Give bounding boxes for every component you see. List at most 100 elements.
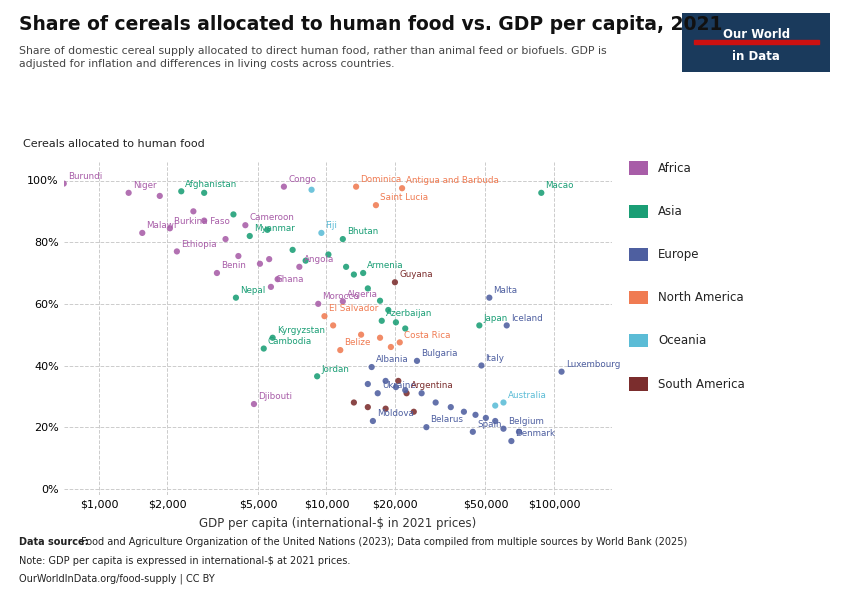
Point xyxy=(264,282,278,292)
Point xyxy=(489,401,502,410)
Point xyxy=(354,330,368,340)
Bar xyxy=(694,40,819,44)
Point xyxy=(513,427,526,437)
Point xyxy=(122,188,135,197)
Point xyxy=(321,250,335,259)
Text: Belgium: Belgium xyxy=(507,417,543,426)
Text: Belize: Belize xyxy=(344,338,371,347)
Text: Antigua and Barbuda: Antigua and Barbuda xyxy=(406,176,499,185)
Point xyxy=(266,333,280,343)
Point xyxy=(310,371,324,381)
Text: Europe: Europe xyxy=(658,248,700,261)
Text: Costa Rica: Costa Rica xyxy=(404,331,451,340)
Point xyxy=(277,182,291,191)
Point xyxy=(483,293,496,302)
Point xyxy=(349,182,363,191)
Text: Benin: Benin xyxy=(221,261,246,270)
Point xyxy=(379,404,393,413)
Text: Note: GDP per capita is expressed in international-$ at 2021 prices.: Note: GDP per capita is expressed in int… xyxy=(19,556,350,566)
Point xyxy=(231,251,245,261)
Point xyxy=(257,344,270,353)
Point xyxy=(400,388,413,398)
Point xyxy=(466,427,479,437)
Text: Djibouti: Djibouti xyxy=(258,392,292,401)
Text: Armenia: Armenia xyxy=(367,261,404,270)
Point xyxy=(311,299,325,308)
Text: Cameroon: Cameroon xyxy=(250,214,294,223)
Text: Guyana: Guyana xyxy=(400,271,433,280)
Point xyxy=(473,320,486,330)
Text: Luxembourg: Luxembourg xyxy=(566,360,620,369)
Text: Belarus: Belarus xyxy=(431,415,463,424)
Point xyxy=(57,179,71,188)
Point xyxy=(399,385,412,395)
Text: Bulgaria: Bulgaria xyxy=(421,349,457,358)
Point xyxy=(153,191,167,201)
Text: Algeria: Algeria xyxy=(347,290,378,299)
Text: Morocco: Morocco xyxy=(322,292,360,301)
Text: Bhutan: Bhutan xyxy=(347,227,378,236)
Point xyxy=(361,379,375,389)
Point xyxy=(314,228,328,238)
Point xyxy=(187,206,201,216)
Point xyxy=(496,398,510,407)
Text: Congo: Congo xyxy=(288,175,316,184)
Point xyxy=(457,407,471,416)
Point xyxy=(373,333,387,343)
Point xyxy=(500,320,513,330)
Text: Asia: Asia xyxy=(658,205,683,218)
Point xyxy=(336,296,349,306)
Point xyxy=(174,187,188,196)
Text: Fiji: Fiji xyxy=(326,221,337,230)
Text: Dominica: Dominica xyxy=(360,175,401,184)
Point xyxy=(384,342,398,352)
Point xyxy=(243,231,257,241)
Text: Share of cereals allocated to human food vs. GDP per capita, 2021: Share of cereals allocated to human food… xyxy=(19,15,722,34)
Point xyxy=(361,403,375,412)
Point xyxy=(468,410,482,419)
Text: El Salvador: El Salvador xyxy=(329,304,378,313)
Point xyxy=(489,416,502,426)
Point xyxy=(479,413,493,423)
Point xyxy=(415,388,428,398)
Point xyxy=(365,362,378,372)
Point xyxy=(286,245,299,254)
Text: Afghanistan: Afghanistan xyxy=(185,179,238,188)
Point xyxy=(263,254,276,264)
Text: Angola: Angola xyxy=(303,255,334,264)
Point xyxy=(375,316,388,326)
Point xyxy=(318,311,332,321)
Text: Australia: Australia xyxy=(507,391,547,400)
Point xyxy=(336,234,349,244)
Text: Azerbaijan: Azerbaijan xyxy=(386,309,433,318)
Point xyxy=(392,376,405,386)
Text: Burkina Faso: Burkina Faso xyxy=(174,217,230,226)
Text: Ghana: Ghana xyxy=(275,275,303,284)
Point xyxy=(420,422,434,432)
Text: Malawi: Malawi xyxy=(146,221,177,230)
Text: Kyrgyzstan: Kyrgyzstan xyxy=(277,326,325,335)
Point xyxy=(535,188,548,197)
Point xyxy=(399,324,412,334)
Text: Macao: Macao xyxy=(546,181,574,190)
Text: Japan: Japan xyxy=(484,314,507,323)
Point xyxy=(333,345,347,355)
Text: Malta: Malta xyxy=(494,286,518,295)
Point xyxy=(389,382,403,392)
Text: Iceland: Iceland xyxy=(511,314,542,323)
Point xyxy=(411,356,424,365)
Point xyxy=(347,398,360,407)
Text: Spain: Spain xyxy=(477,420,501,429)
Point xyxy=(366,416,380,426)
Point xyxy=(496,424,510,434)
Text: South America: South America xyxy=(658,377,745,391)
Point xyxy=(239,220,252,230)
Point xyxy=(170,247,184,256)
Point xyxy=(356,268,370,278)
Text: Nepal: Nepal xyxy=(240,286,265,295)
Point xyxy=(373,296,387,305)
Text: in Data: in Data xyxy=(732,50,780,62)
Text: Cereals allocated to human food: Cereals allocated to human food xyxy=(23,139,204,149)
Point xyxy=(197,188,211,197)
Point xyxy=(429,398,443,407)
